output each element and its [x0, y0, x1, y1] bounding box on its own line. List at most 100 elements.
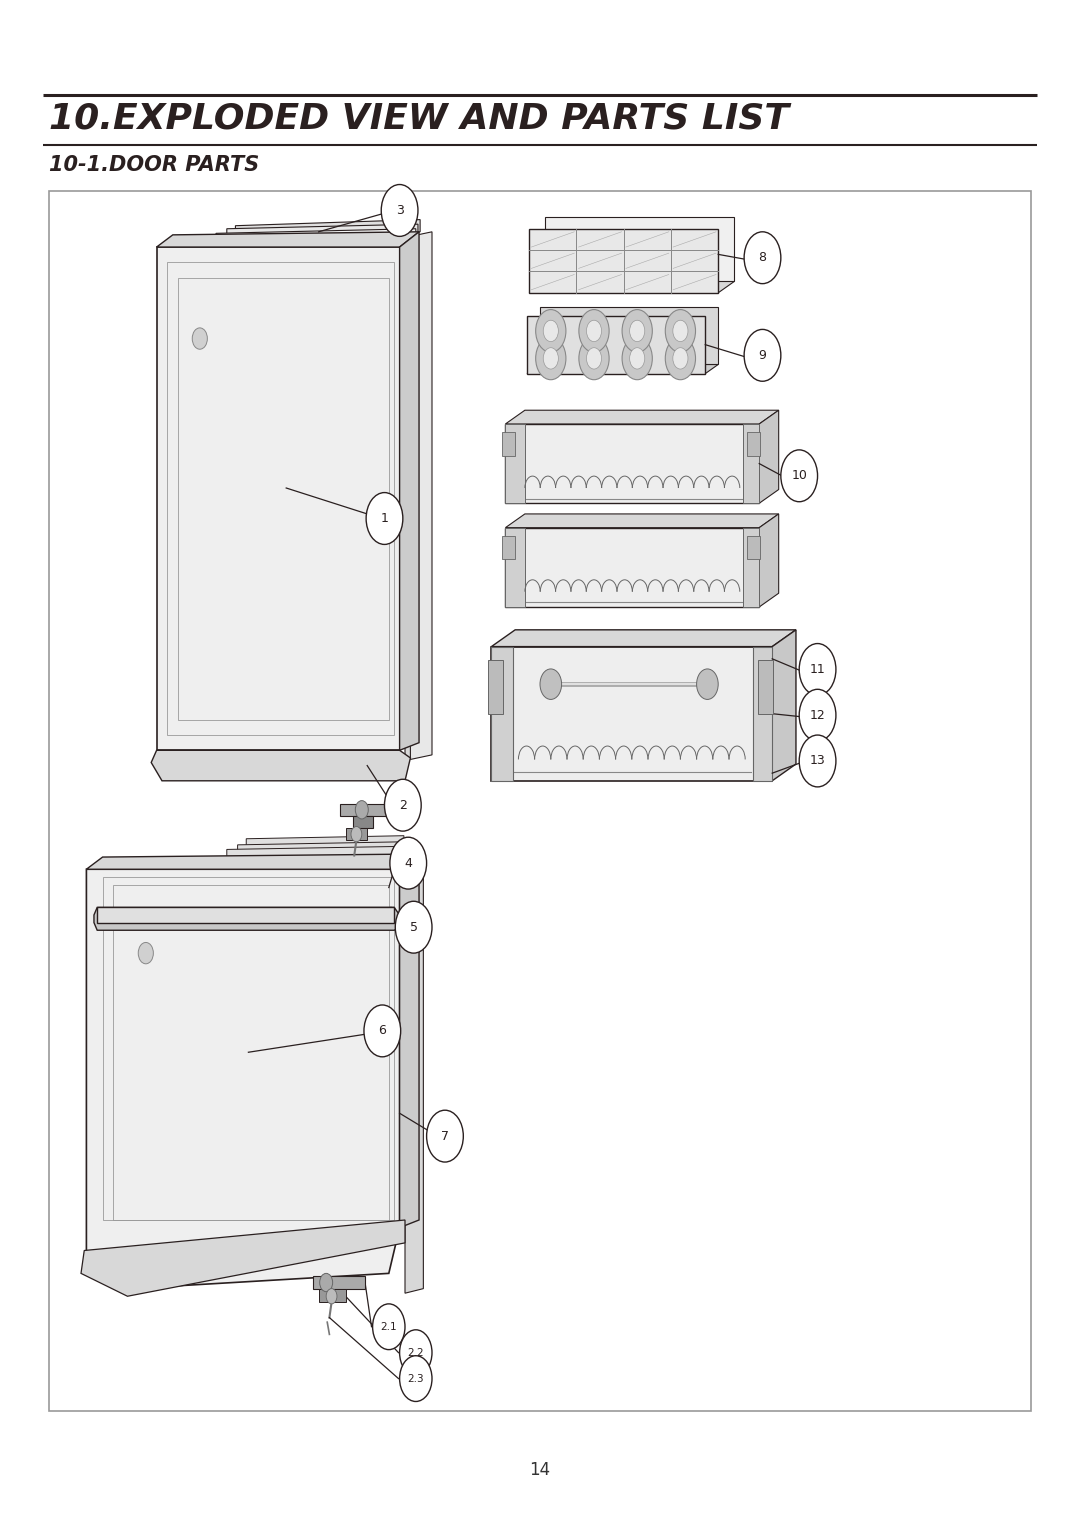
Polygon shape	[505, 528, 759, 607]
Circle shape	[192, 328, 207, 349]
Polygon shape	[491, 647, 772, 781]
Polygon shape	[491, 647, 513, 781]
Text: 1: 1	[380, 512, 389, 525]
Circle shape	[744, 329, 781, 381]
Polygon shape	[759, 514, 779, 607]
Polygon shape	[540, 307, 718, 364]
Circle shape	[799, 644, 836, 695]
Polygon shape	[86, 854, 419, 869]
Circle shape	[622, 310, 652, 352]
Polygon shape	[238, 842, 403, 854]
Polygon shape	[743, 528, 759, 607]
Polygon shape	[529, 281, 734, 293]
Bar	[49, 191, 1031, 1411]
Text: 13: 13	[810, 755, 825, 767]
Polygon shape	[227, 846, 402, 859]
Polygon shape	[157, 232, 419, 247]
Polygon shape	[81, 1220, 405, 1296]
Polygon shape	[743, 424, 759, 503]
Polygon shape	[235, 220, 420, 238]
Circle shape	[390, 837, 427, 889]
Polygon shape	[405, 857, 423, 1293]
Circle shape	[355, 801, 368, 819]
Polygon shape	[151, 750, 410, 781]
Polygon shape	[529, 229, 718, 293]
Polygon shape	[97, 907, 394, 923]
Polygon shape	[505, 410, 779, 424]
Circle shape	[427, 1110, 463, 1162]
Polygon shape	[505, 528, 525, 607]
Polygon shape	[353, 816, 373, 828]
Circle shape	[381, 185, 418, 236]
Circle shape	[665, 337, 696, 380]
Polygon shape	[157, 247, 400, 750]
Polygon shape	[505, 424, 759, 503]
Polygon shape	[491, 630, 796, 647]
Polygon shape	[527, 364, 718, 374]
Polygon shape	[319, 1289, 346, 1302]
Circle shape	[586, 320, 602, 342]
Text: 2.3: 2.3	[407, 1374, 424, 1383]
Circle shape	[400, 1356, 432, 1401]
Bar	[488, 660, 503, 714]
Circle shape	[622, 337, 652, 380]
Circle shape	[673, 320, 688, 342]
Bar	[502, 432, 515, 456]
Polygon shape	[505, 424, 525, 503]
Circle shape	[326, 1289, 337, 1304]
Text: 2.1: 2.1	[380, 1322, 397, 1331]
Circle shape	[543, 320, 558, 342]
Polygon shape	[400, 232, 419, 750]
Bar	[758, 660, 773, 714]
Polygon shape	[527, 316, 705, 374]
Text: 14: 14	[529, 1461, 551, 1479]
Circle shape	[799, 735, 836, 787]
Text: 3: 3	[395, 204, 404, 217]
Circle shape	[630, 320, 645, 342]
Circle shape	[673, 348, 688, 369]
Circle shape	[579, 310, 609, 352]
Circle shape	[665, 310, 696, 352]
Circle shape	[351, 827, 362, 842]
Polygon shape	[759, 410, 779, 503]
Circle shape	[744, 232, 781, 284]
Polygon shape	[405, 239, 421, 759]
Polygon shape	[346, 828, 367, 840]
Text: 9: 9	[758, 349, 767, 361]
Text: 7: 7	[441, 1130, 449, 1142]
Circle shape	[364, 1005, 401, 1057]
Text: 8: 8	[758, 252, 767, 264]
Text: 4: 4	[404, 857, 413, 869]
Circle shape	[536, 310, 566, 352]
Text: 2: 2	[399, 799, 407, 811]
Polygon shape	[94, 907, 400, 930]
Polygon shape	[246, 836, 404, 848]
Text: 12: 12	[810, 709, 825, 721]
Circle shape	[799, 689, 836, 741]
Text: 10-1.DOOR PARTS: 10-1.DOOR PARTS	[49, 154, 259, 175]
Polygon shape	[227, 224, 418, 239]
Circle shape	[630, 348, 645, 369]
Polygon shape	[340, 804, 389, 816]
Circle shape	[138, 942, 153, 964]
Polygon shape	[505, 514, 779, 528]
Bar	[502, 535, 515, 560]
Text: 10: 10	[792, 470, 807, 482]
Polygon shape	[86, 869, 400, 1289]
Text: 6: 6	[378, 1025, 387, 1037]
Text: 10.EXPLODED VIEW AND PARTS LIST: 10.EXPLODED VIEW AND PARTS LIST	[49, 102, 788, 136]
Polygon shape	[753, 647, 772, 781]
Circle shape	[366, 493, 403, 544]
Circle shape	[781, 450, 818, 502]
Circle shape	[540, 669, 562, 700]
Circle shape	[320, 1273, 333, 1292]
Polygon shape	[400, 854, 419, 1228]
Text: 5: 5	[409, 921, 418, 933]
Circle shape	[395, 901, 432, 953]
Polygon shape	[313, 1276, 365, 1289]
Polygon shape	[216, 229, 416, 247]
Circle shape	[579, 337, 609, 380]
Polygon shape	[410, 232, 432, 759]
Circle shape	[373, 1304, 405, 1350]
Circle shape	[384, 779, 421, 831]
